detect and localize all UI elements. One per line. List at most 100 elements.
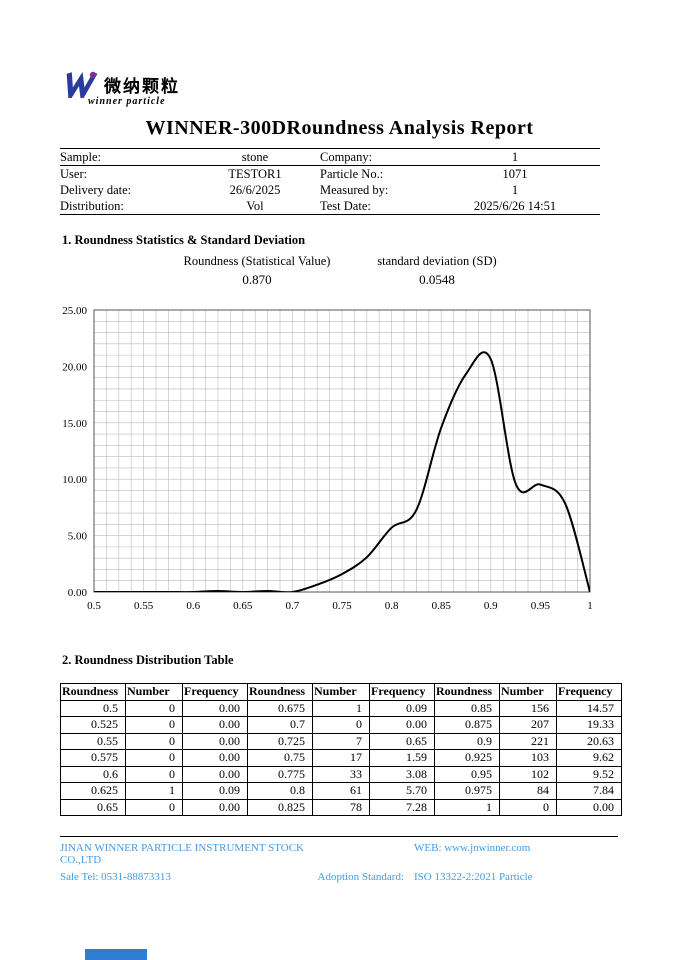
table-cell: 0 (125, 765, 183, 783)
table-row: 0.55 0 0.00 0.725 7 0.65 0.9 221 20.63 (60, 732, 622, 750)
table-cell: 17 (312, 749, 370, 767)
footer-divider (60, 836, 618, 837)
table-cell: 19.33 (556, 716, 622, 734)
footer-accent-bar (85, 949, 147, 960)
table-cell: 0.525 (60, 716, 126, 734)
svg-text:0.7: 0.7 (286, 600, 300, 612)
table-cell: 0.85 (434, 699, 500, 717)
table-cell: 0.95 (434, 765, 500, 783)
table-header-cell: Number (125, 683, 183, 701)
table-cell: 14.57 (556, 699, 622, 717)
info-value: 1 (430, 148, 600, 166)
svg-text:0.55: 0.55 (134, 600, 154, 612)
svg-text:0.75: 0.75 (332, 600, 352, 612)
info-row: Sample: stone Company: 1 (60, 148, 600, 166)
svg-text:0.95: 0.95 (531, 600, 551, 612)
roundness-stat-value: 0.870 (242, 272, 272, 287)
table-row: 0.5 0 0.00 0.675 1 0.09 0.85 156 14.57 (60, 699, 622, 717)
table-cell: 0.55 (60, 732, 126, 750)
info-label: Particle No.: (320, 166, 384, 181)
table-cell: 9.52 (556, 765, 622, 783)
table-cell: 0.09 (369, 699, 435, 717)
roundness-chart-section: 0.5 0.55 0.6 0.65 0.7 0.75 0.8 0.85 0.9 0.95 1 0.00… (42, 298, 602, 627)
table-cell: 0.00 (182, 798, 248, 816)
table-row: 0.625 1 0.09 0.8 61 5.70 0.975 84 7.84 (60, 782, 622, 800)
svg-text:10.00: 10.00 (62, 474, 87, 486)
table-cell: 1.59 (369, 749, 435, 767)
table-cell: 1 (312, 699, 370, 717)
table-cell: 0.725 (247, 732, 313, 750)
info-label: Company: (320, 148, 430, 166)
info-value: 1071 (502, 166, 528, 181)
table-cell: 207 (499, 716, 557, 734)
sample-info-table: Sample: stone Company: 1 User: TESTOR1 P… (60, 148, 600, 215)
table-cell: 0.75 (247, 749, 313, 767)
winner-particle-logo-icon (66, 71, 98, 98)
table-cell: 0 (125, 699, 183, 717)
table-cell: 0.9 (434, 732, 500, 750)
svg-text:25.00: 25.00 (62, 305, 87, 317)
info-row: Delivery date: 26/6/2025 Measured by: 1 (60, 182, 600, 198)
svg-text:5.00: 5.00 (68, 531, 88, 543)
table-header-cell: Roundness (434, 683, 500, 701)
table-cell: 0.775 (247, 765, 313, 783)
table-cell: 0.00 (182, 749, 248, 767)
info-value: Vol (246, 198, 264, 213)
table-cell: 78 (312, 798, 370, 816)
svg-text:1: 1 (587, 600, 593, 612)
footer-tel: Sale Tel: 0531-88873313 (60, 871, 171, 883)
info-row: Distribution: Vol Test Date: 2025/6/26 1… (60, 198, 600, 215)
svg-text:20.00: 20.00 (62, 361, 87, 373)
table-cell: 7.28 (369, 798, 435, 816)
table-cell: 33 (312, 765, 370, 783)
table-header-cell: Frequency (369, 683, 435, 701)
table-cell: 102 (499, 765, 557, 783)
table-cell: 0.675 (247, 699, 313, 717)
statistics-heading: 1. Roundness Statistics & Standard Devia… (62, 233, 306, 247)
footer-adoption-label: Adoption Standard: (317, 871, 404, 883)
table-cell: 0.00 (182, 716, 248, 734)
table-cell: 20.63 (556, 732, 622, 750)
table-header-cell: Roundness (60, 683, 126, 701)
table-cell: 0.975 (434, 782, 500, 800)
svg-text:0.00: 0.00 (68, 587, 88, 599)
table-cell: 9.62 (556, 749, 622, 767)
footer-web-link[interactable]: WEB: www.jnwinner.com (414, 842, 531, 854)
table-cell: 0.00 (369, 716, 435, 734)
roundness-chart: 0.5 0.55 0.6 0.65 0.7 0.75 0.8 0.85 0.9 0.95 10.00… (62, 305, 593, 612)
table-cell: 0 (499, 798, 557, 816)
table-header-cell: Frequency (182, 683, 248, 701)
info-label: Delivery date: (60, 182, 132, 197)
logo-cn-text: 微纳颗粒 (104, 76, 180, 96)
info-label: Sample: (60, 148, 190, 166)
table-cell: 0.09 (182, 782, 248, 800)
info-label: Measured by: (320, 182, 389, 197)
svg-text:0.85: 0.85 (432, 600, 452, 612)
table-header-cell: Frequency (556, 683, 622, 701)
table-cell: 0.625 (60, 782, 126, 800)
table-cell: 0.575 (60, 749, 126, 767)
footer-standard: ISO 13322-2:2021 Particle (414, 871, 533, 883)
table-row: 0.525 0 0.00 0.7 0 0.00 0.875 207 19.33 (60, 716, 622, 734)
table-cell: 0.925 (434, 749, 500, 767)
table-cell: 1 (434, 798, 500, 816)
table-cell: 0.00 (556, 798, 622, 816)
table-cell: 3.08 (369, 765, 435, 783)
roundness-stat-label: Roundness (Statistical Value) (183, 254, 331, 268)
info-value: TESTOR1 (228, 166, 282, 181)
table-header-cell: Roundness (247, 683, 313, 701)
table-row: 0.65 0 0.00 0.825 78 7.28 1 0 0.00 (60, 798, 622, 816)
sd-label: standard deviation (SD) (377, 254, 497, 268)
svg-text:0.8: 0.8 (385, 600, 399, 612)
table-cell: 0.00 (182, 699, 248, 717)
distribution-table: Roundness Number Frequency Roundness Number F… (60, 683, 622, 816)
table-cell: 0.65 (60, 798, 126, 816)
table-row: 0.6 0 0.00 0.775 33 3.08 0.95 102 9.52 (60, 765, 622, 783)
table-cell: 0 (312, 716, 370, 734)
info-value: 2025/6/26 14:51 (473, 198, 557, 213)
info-value: stone (190, 148, 320, 166)
table-cell: 0.5 (60, 699, 126, 717)
table-cell: 0.8 (247, 782, 313, 800)
table-cell: 7.84 (556, 782, 622, 800)
table-cell: 5.70 (369, 782, 435, 800)
